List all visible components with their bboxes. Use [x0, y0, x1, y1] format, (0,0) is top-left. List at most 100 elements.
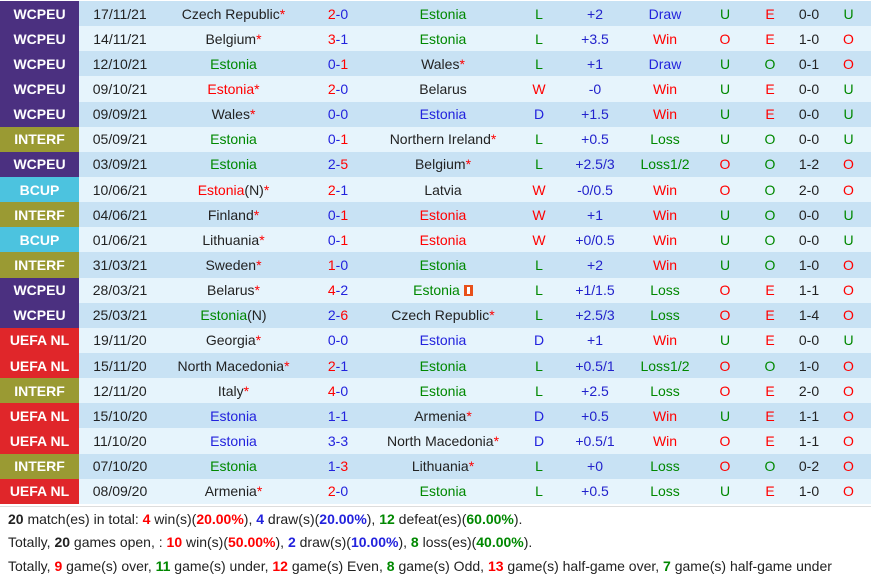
- competition[interactable]: UEFA NL: [0, 327, 79, 353]
- home-team: Wales*: [161, 101, 306, 127]
- team-name[interactable]: Estonia: [210, 55, 257, 72]
- team-name[interactable]: North Macedonia: [177, 357, 285, 374]
- score[interactable]: 2-0: [306, 76, 370, 102]
- team-name[interactable]: Armenia: [414, 407, 467, 424]
- handicap-outcome: Win: [628, 176, 702, 203]
- team-name[interactable]: Wales: [421, 55, 460, 72]
- team-name[interactable]: Lithuania: [202, 231, 260, 248]
- competition[interactable]: UEFA NL: [0, 428, 79, 454]
- team-name[interactable]: Czech Republic: [181, 5, 280, 22]
- match-date: 11/10/20: [79, 428, 161, 454]
- score[interactable]: 3-1: [306, 26, 370, 52]
- team-name[interactable]: Estonia: [210, 458, 257, 475]
- team-name[interactable]: Estonia: [419, 30, 467, 47]
- competition[interactable]: INTERF: [0, 202, 79, 228]
- team-name[interactable]: Estonia: [207, 80, 255, 97]
- team-name[interactable]: Lithuania: [411, 458, 469, 475]
- team-name[interactable]: Estonia: [210, 432, 257, 449]
- team-name[interactable]: Estonia: [419, 256, 467, 273]
- competition[interactable]: INTERF: [0, 453, 79, 479]
- team-name[interactable]: Estonia: [419, 357, 467, 374]
- team-name[interactable]: Italy: [217, 382, 244, 399]
- team-name[interactable]: Sweden: [205, 256, 257, 273]
- team-name[interactable]: Estonia: [419, 382, 467, 399]
- team-name[interactable]: Estonia: [210, 156, 257, 173]
- score[interactable]: 1-0: [306, 252, 370, 278]
- team-name[interactable]: Estonia: [419, 5, 467, 22]
- team-name[interactable]: Czech Republic: [391, 307, 490, 324]
- red-card-icon: [463, 285, 473, 297]
- competition[interactable]: WCPEU: [0, 101, 79, 127]
- competition[interactable]: INTERF: [0, 252, 79, 278]
- competition[interactable]: BCUP: [0, 227, 79, 253]
- team-name[interactable]: Estonia: [419, 106, 467, 123]
- team-name[interactable]: Belgium: [205, 30, 257, 47]
- score[interactable]: 2-1: [306, 352, 370, 379]
- team-name[interactable]: Latvia: [424, 181, 462, 198]
- team-name[interactable]: Estonia: [197, 181, 245, 198]
- competition[interactable]: UEFA NL: [0, 352, 79, 379]
- score[interactable]: 0-1: [306, 126, 370, 152]
- team-name[interactable]: Estonia: [419, 231, 467, 248]
- away-goals: 2: [340, 282, 349, 299]
- score[interactable]: 0-1: [306, 227, 370, 253]
- competition[interactable]: UEFA NL: [0, 478, 79, 504]
- score[interactable]: 2-5: [306, 151, 370, 177]
- team-name[interactable]: Estonia: [413, 282, 460, 299]
- team-name[interactable]: Belarus: [207, 282, 255, 299]
- competition[interactable]: INTERF: [0, 378, 79, 404]
- competition[interactable]: WCPEU: [0, 302, 79, 328]
- competition[interactable]: WCPEU: [0, 151, 79, 177]
- neutral-marker: (N): [247, 307, 267, 324]
- team-name[interactable]: Armenia: [204, 483, 257, 500]
- score[interactable]: 2-6: [306, 302, 370, 328]
- score[interactable]: 4-2: [306, 277, 370, 303]
- result: L: [516, 126, 562, 152]
- score[interactable]: 2-1: [306, 176, 370, 203]
- score[interactable]: 3-3: [306, 428, 370, 454]
- away-goals: 0: [340, 256, 349, 273]
- competition[interactable]: WCPEU: [0, 277, 79, 303]
- competition[interactable]: WCPEU: [0, 26, 79, 52]
- competition[interactable]: UEFA NL: [0, 403, 79, 429]
- even-odd: E: [748, 302, 792, 328]
- competition[interactable]: BCUP: [0, 176, 79, 203]
- score[interactable]: 2-0: [306, 478, 370, 504]
- score[interactable]: 0-0: [306, 101, 370, 127]
- team-name[interactable]: Estonia: [419, 206, 467, 223]
- team-name[interactable]: North Macedonia: [386, 432, 494, 449]
- team-name[interactable]: Northern Ireland: [389, 131, 491, 148]
- team-name[interactable]: Estonia: [200, 307, 248, 324]
- handicap-outcome: Win: [628, 327, 702, 353]
- score[interactable]: 1-3: [306, 453, 370, 479]
- score[interactable]: 0-0: [306, 327, 370, 353]
- even-odd: O: [748, 151, 792, 177]
- team-name[interactable]: Belarus: [419, 80, 467, 97]
- team-name[interactable]: Estonia: [419, 483, 467, 500]
- team-name[interactable]: Finland: [207, 206, 254, 223]
- team-name[interactable]: Belgium: [414, 156, 466, 173]
- competition[interactable]: WCPEU: [0, 51, 79, 77]
- competition[interactable]: INTERF: [0, 126, 79, 152]
- score[interactable]: 0-1: [306, 202, 370, 228]
- home-goals: 2: [327, 357, 336, 374]
- team-name[interactable]: Georgia: [205, 332, 256, 349]
- team-name[interactable]: Wales: [211, 106, 250, 123]
- score[interactable]: 2-0: [306, 1, 370, 27]
- half-over-under: O: [826, 302, 871, 328]
- team-name[interactable]: Estonia: [210, 407, 257, 424]
- score[interactable]: 1-1: [306, 403, 370, 429]
- match-date: 10/06/21: [79, 176, 161, 203]
- team-name[interactable]: Estonia: [419, 332, 467, 349]
- team-name[interactable]: Estonia: [210, 131, 257, 148]
- handicap-outcome: Loss: [628, 478, 702, 504]
- score[interactable]: 4-0: [306, 378, 370, 404]
- even-odd: O: [748, 51, 792, 77]
- competition[interactable]: WCPEU: [0, 1, 79, 27]
- match-date: 12/10/21: [79, 51, 161, 77]
- score[interactable]: 0-1: [306, 51, 370, 77]
- table-row: UEFA NL 19/11/20 Georgia* 0-0 Estonia D +1 Win U…: [0, 327, 871, 353]
- half-over-under: U: [826, 202, 871, 228]
- over-under: U: [702, 478, 748, 504]
- competition[interactable]: WCPEU: [0, 76, 79, 102]
